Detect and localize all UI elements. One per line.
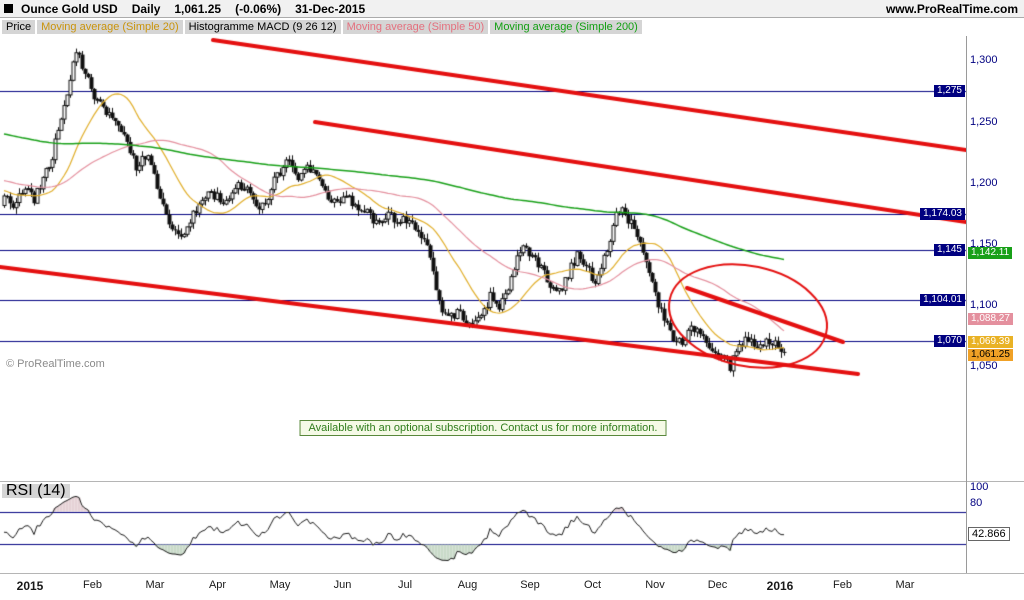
rsi-indicator-label[interactable]: RSI (14) — [2, 483, 70, 499]
x-axis-label: Feb — [833, 579, 852, 591]
panel-separator — [0, 481, 1024, 482]
price-value-badge: 1,061.25 — [968, 349, 1013, 362]
title-bar: Ounce Gold USD Daily 1,061.25 (-0.06%) 3… — [0, 0, 1024, 18]
y-axis-tick: 1,100 — [970, 298, 998, 311]
price-panel: © ProRealTime.com Available with an opti… — [0, 36, 966, 480]
legend-item[interactable]: Moving average (Simple 50) — [342, 20, 489, 34]
price-chart-canvas[interactable] — [0, 36, 966, 480]
price-value-badge: 1,142.11 — [968, 247, 1013, 260]
x-axis-label: 2015 — [16, 579, 44, 593]
x-axis-label: Nov — [645, 579, 665, 591]
price-value-badge: 1,088.27 — [968, 313, 1013, 326]
y-axis-tick: 1,200 — [970, 176, 998, 189]
x-axis-label: Aug — [457, 579, 478, 591]
time-axis[interactable]: 2015 Feb Mar Apr May Jun Jul Aug Sep Oct Nov Dec 201… — [0, 577, 966, 597]
last-price-label: 1,061.25 — [174, 1, 222, 16]
level-line-badge: 1,275 — [933, 84, 965, 97]
rsi-axis-tick: 80 — [970, 497, 983, 510]
watermark: © ProRealTime.com — [6, 358, 105, 370]
symbol-name: Ounce Gold USD — [21, 1, 118, 16]
level-line-badge: 1,174.03 — [920, 208, 965, 221]
level-line-badge: 1,104.01 — [920, 293, 965, 306]
rsi-chart-canvas[interactable] — [0, 483, 966, 572]
x-axis-label: Mar — [895, 579, 915, 591]
x-axis-label: 2016 — [766, 579, 794, 593]
rsi-value-box: 42.866 — [968, 526, 1010, 541]
x-axis-label: May — [269, 579, 291, 591]
window-icon — [4, 4, 13, 13]
axis-separator — [0, 573, 1024, 574]
x-axis-label: Mar — [145, 579, 165, 591]
y-axis-tick: 1,250 — [970, 115, 998, 128]
legend-item[interactable]: Moving average (Simple 200) — [490, 20, 642, 34]
y-axis-tick: 1,300 — [970, 54, 998, 67]
price-value-badge: 1,069.39 — [968, 336, 1013, 349]
x-axis-label: Jun — [333, 579, 352, 591]
x-axis-label: Apr — [208, 579, 227, 591]
x-axis-label: Feb — [83, 579, 102, 591]
x-axis-label: Dec — [707, 579, 728, 591]
level-line-badge: 1,070 — [933, 335, 965, 348]
price-axis[interactable]: 1,300 1,250 1,200 1,150 1,100 1,050 1,142.11 1,… — [967, 0, 1024, 600]
y-axis-tick: 1,150 — [970, 237, 998, 250]
y-axis-tick: 1,050 — [970, 359, 998, 372]
rsi-axis-tick: 100 — [970, 481, 989, 493]
legend-item[interactable]: Moving average (Simple 20) — [37, 20, 183, 34]
site-label: www.ProRealTime.com — [885, 1, 1018, 16]
level-line-badge: 1,145 — [933, 243, 965, 256]
subscription-notice[interactable]: Available with an optional subscription.… — [299, 420, 667, 436]
price-axis-line — [966, 36, 967, 573]
x-axis-label: Oct — [583, 579, 602, 591]
x-axis-label: Jul — [397, 579, 413, 591]
date-label: 31-Dec-2015 — [295, 1, 366, 16]
timeframe-label: Daily — [131, 1, 161, 16]
legend-item[interactable]: Histogramme MACD (9 26 12) — [184, 20, 341, 34]
legend-item[interactable]: Price — [2, 20, 36, 34]
indicator-legend: Price Moving average (Simple 20) Histogram… — [2, 20, 642, 35]
x-axis-label: Sep — [520, 579, 540, 591]
change-label: (-0.06%) — [235, 1, 282, 16]
